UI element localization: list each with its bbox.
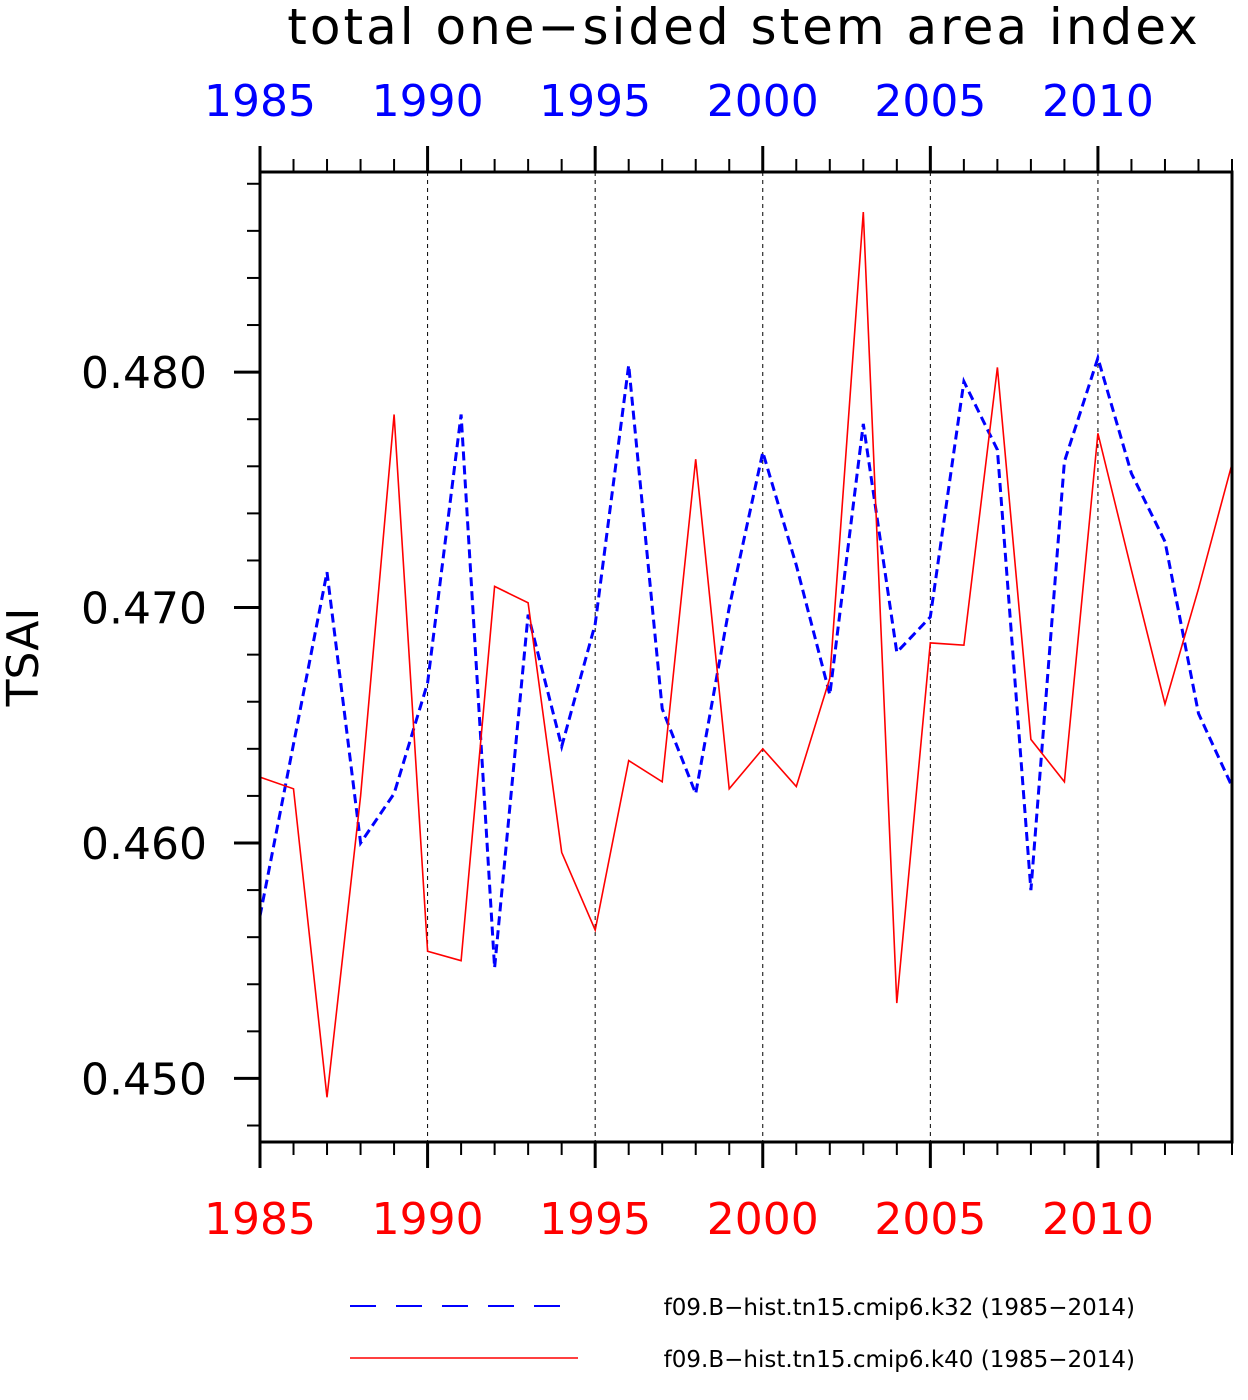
axis-ticks: [234, 146, 1233, 1168]
series-layer: [258, 211, 1234, 1098]
chart-title: total one−sided stem area index: [287, 0, 1200, 56]
x-tick-label-top: 2005: [874, 76, 986, 127]
series-line-1: [258, 352, 1234, 968]
x-tick-label-bottom: 1995: [539, 1194, 651, 1245]
y-tick-label: 0.450: [81, 1054, 207, 1105]
y-tick-label: 0.480: [81, 348, 207, 399]
y-axis-label: TSAI: [0, 608, 49, 708]
x-tick-label-bottom: 2005: [874, 1194, 986, 1245]
grid: [427, 172, 1099, 1142]
x-tick-label-top: 1985: [204, 76, 316, 127]
x-tick-label-bottom: 2000: [707, 1194, 819, 1245]
series-line-2: [259, 211, 1233, 1098]
y-tick-label: 0.460: [81, 819, 207, 870]
x-tick-label-bottom: 1985: [204, 1194, 316, 1245]
x-tick-label-top: 1995: [539, 76, 651, 127]
x-tick-label-top: 2000: [707, 76, 819, 127]
x-tick-label-top: 1990: [372, 76, 484, 127]
legend-label-1: f09.B−hist.tn15.cmip6.k32 (1985−2014): [664, 1295, 1135, 1321]
x-tick-label-top: 2010: [1042, 76, 1154, 127]
plot-frame: [258, 170, 1234, 1144]
y-tick-label: 0.470: [81, 584, 207, 635]
tick-labels: 1985 1985 1990 1990 1995 1995 2000 2000 2005 2005…: [81, 76, 1154, 1245]
legend-label-2: f09.B−hist.tn15.cmip6.k40 (1985−2014): [664, 1347, 1135, 1373]
x-tick-label-bottom: 2010: [1042, 1194, 1154, 1245]
legend: f09.B−hist.tn15.cmip6.k32 (1985−2014) f09…: [350, 1295, 1135, 1373]
x-tick-label-bottom: 1990: [372, 1194, 484, 1245]
